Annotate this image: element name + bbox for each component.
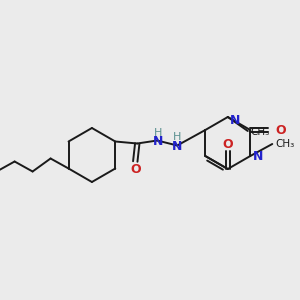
Text: O: O xyxy=(130,163,141,176)
Text: CH₃: CH₃ xyxy=(275,139,295,149)
Text: O: O xyxy=(275,124,286,136)
Text: N: N xyxy=(253,149,264,163)
Text: N: N xyxy=(153,135,164,148)
Text: H: H xyxy=(154,128,162,137)
Text: CH₃: CH₃ xyxy=(251,127,270,137)
Text: N: N xyxy=(172,140,182,153)
Text: H: H xyxy=(173,131,182,142)
Text: O: O xyxy=(223,137,233,151)
Text: N: N xyxy=(230,113,240,127)
